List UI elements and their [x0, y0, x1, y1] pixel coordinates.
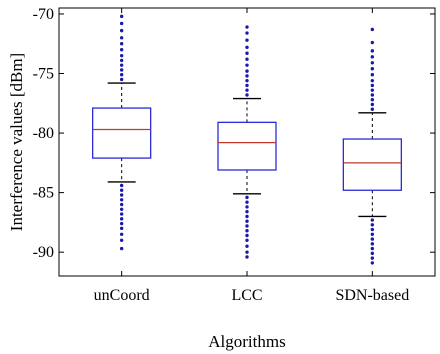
outlier-point	[245, 51, 249, 55]
outlier-point	[119, 68, 124, 72]
outlier-point	[370, 227, 375, 232]
y-tick-label: -85	[33, 185, 54, 202]
outlier-point	[245, 238, 249, 242]
outlier-point	[119, 226, 124, 231]
outlier-point	[245, 214, 249, 219]
y-tick-label: -70	[33, 6, 54, 23]
outlier-point	[119, 42, 124, 46]
outlier-point	[245, 205, 249, 209]
outlier-point	[370, 251, 375, 256]
outlier-point	[370, 40, 375, 45]
outlier-point	[245, 88, 249, 92]
outlier-point	[370, 246, 375, 251]
outlier-point	[370, 98, 375, 102]
outlier-point	[370, 88, 375, 92]
outlier-point	[119, 207, 124, 211]
outlier-point	[370, 67, 375, 71]
outlier-point	[119, 246, 124, 251]
outlier-point	[245, 255, 249, 259]
outlier-point	[119, 36, 124, 40]
outlier-point	[370, 218, 375, 222]
outlier-point	[245, 244, 249, 248]
outlier-point	[119, 183, 124, 188]
outlier-point	[245, 38, 249, 42]
y-tick-label: -80	[33, 125, 54, 142]
outlier-point	[370, 256, 375, 260]
outlier-point	[245, 229, 249, 233]
box-group	[92, 14, 152, 251]
x-tick-label: unCoord	[94, 287, 150, 304]
outlier-point	[245, 224, 249, 228]
iqr-box	[342, 138, 402, 191]
box-group	[217, 25, 277, 259]
iqr-box	[217, 121, 277, 171]
outlier-point	[119, 202, 124, 207]
outlier-point	[245, 93, 249, 97]
box-group	[342, 27, 402, 265]
outlier-point	[245, 78, 249, 83]
outlier-point	[119, 198, 124, 202]
outlier-point	[119, 28, 124, 33]
outlier-point	[119, 47, 124, 52]
outlier-point	[245, 25, 249, 29]
outlier-point	[370, 232, 375, 237]
outlier-point	[245, 57, 249, 61]
outlier-point	[245, 219, 249, 223]
outlier-point	[119, 21, 124, 26]
outlier-point	[370, 93, 375, 97]
outlier-point	[245, 45, 249, 50]
outlier-point	[119, 193, 124, 197]
y-tick-label: -90	[33, 244, 54, 261]
outlier-point	[245, 233, 249, 238]
outlier-point	[370, 223, 375, 227]
outlier-point	[119, 221, 124, 226]
outlier-point	[119, 238, 124, 242]
outlier-point	[370, 107, 375, 111]
iqr-box	[92, 107, 152, 159]
y-tick-label: -75	[33, 66, 54, 83]
outlier-point	[119, 77, 124, 82]
outlier-point	[370, 78, 375, 83]
outlier-point	[370, 237, 375, 241]
outlier-point	[370, 61, 375, 65]
outlier-point	[119, 14, 124, 19]
outlier-point	[119, 53, 124, 58]
outlier-point	[370, 73, 375, 77]
outlier-point	[119, 232, 124, 237]
outlier-point	[370, 83, 375, 88]
outlier-point	[245, 209, 249, 214]
outlier-point	[119, 188, 124, 192]
x-tick-label: LCC	[231, 287, 262, 304]
outlier-point	[370, 55, 375, 59]
outlier-point	[370, 27, 375, 32]
x-axis-label: Algorithms	[208, 332, 285, 351]
outlier-point	[245, 200, 249, 204]
y-axis-label: Interference values [dBm]	[7, 53, 26, 231]
x-tick-label: SDN-based	[335, 287, 409, 304]
outlier-point	[245, 83, 249, 88]
outlier-point	[119, 73, 124, 77]
outlier-point	[119, 217, 124, 221]
outlier-point	[245, 31, 249, 35]
outlier-point	[245, 74, 249, 78]
outlier-point	[370, 49, 375, 53]
outlier-point	[245, 69, 249, 73]
outlier-point	[119, 212, 124, 216]
outlier-point	[119, 58, 124, 63]
outlier-point	[245, 63, 249, 67]
outlier-point	[119, 63, 124, 67]
outlier-point	[370, 242, 375, 246]
outlier-point	[370, 261, 375, 265]
outlier-point	[370, 102, 375, 107]
outlier-point	[245, 195, 249, 200]
outlier-point	[245, 250, 249, 254]
